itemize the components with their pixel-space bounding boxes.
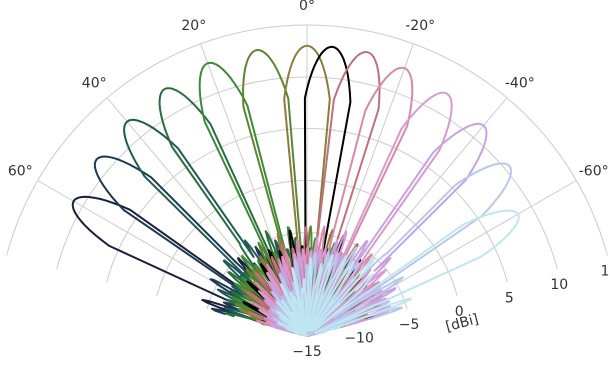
radial-tick-label: 10 [550, 277, 568, 293]
radial-tick-label: 0 [455, 304, 464, 320]
beam-pattern-series [276, 209, 520, 337]
angle-tick-label: 0° [299, 0, 315, 14]
angle-tick-label: 40° [82, 75, 107, 91]
angle-tick-label: 60° [8, 164, 33, 180]
angle-tick-label: -40° [505, 75, 535, 91]
angle-tick-label: 20° [181, 18, 206, 34]
radial-tick-label: −5 [399, 317, 420, 333]
radial-tick-label: 5 [505, 290, 514, 306]
radial-tick-label: 15 [600, 264, 610, 280]
beam-patterns [71, 44, 520, 337]
radial-tick-labels: −15 −10 −5 0 5 10 15 [292, 264, 610, 361]
angle-tick-label: -20° [405, 18, 435, 34]
radial-tick-label: −10 [344, 331, 374, 347]
radial-axis-title: [dBi] [444, 311, 480, 335]
angle-tick-label: -60° [579, 164, 609, 180]
angle-tick-labels: 60° 40° 20° 0° -20° -40° -60° [8, 0, 609, 180]
radial-tick-label: −15 [292, 344, 322, 360]
